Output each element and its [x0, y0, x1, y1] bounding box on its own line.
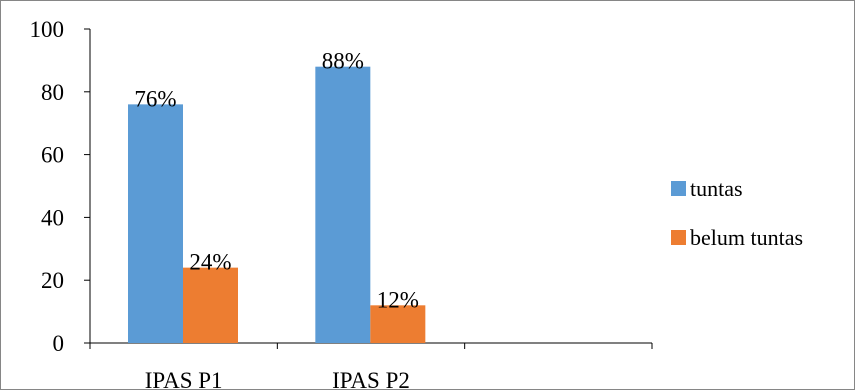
y-tick-label: 20 [41, 268, 64, 293]
x-category-label: IPAS P2 [332, 368, 410, 391]
legend-swatch [671, 230, 686, 245]
bar-belum-tuntas-1 [183, 267, 238, 343]
y-tick-label: 0 [53, 331, 65, 356]
data-label: 88% [322, 49, 364, 74]
data-labels: 76% 88% 24% 12% [134, 49, 419, 313]
y-axis: 0 20 40 60 80 100 [30, 17, 91, 356]
bars [128, 66, 426, 344]
y-tick-label: 60 [41, 143, 64, 168]
legend: tuntas belum tuntas [671, 176, 803, 250]
data-label: 12% [377, 287, 419, 312]
data-label: 24% [189, 250, 231, 275]
x-category-label: IPAS P1 [145, 368, 223, 391]
legend-label: tuntas [690, 176, 743, 201]
y-tick-label: 80 [41, 80, 64, 105]
y-tick-label: 100 [30, 17, 65, 42]
y-tick-label: 40 [41, 205, 64, 230]
bar-tuntas-2 [315, 66, 371, 344]
data-label: 76% [134, 86, 176, 111]
legend-label: belum tuntas [690, 225, 803, 250]
legend-swatch [671, 181, 686, 196]
bar-belum-tuntas-2 [370, 305, 426, 343]
bar-tuntas-1 [128, 104, 183, 343]
